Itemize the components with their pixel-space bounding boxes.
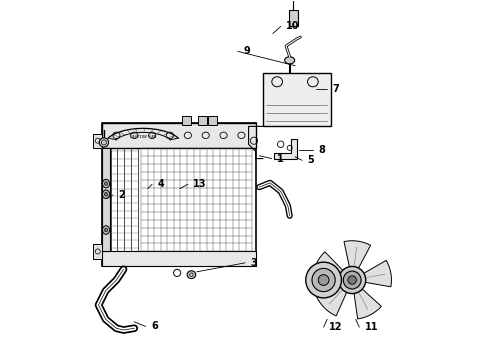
Ellipse shape	[306, 262, 342, 298]
Ellipse shape	[104, 193, 107, 196]
Text: 8: 8	[318, 145, 325, 156]
Text: 6: 6	[151, 321, 158, 332]
Text: 13: 13	[193, 179, 207, 189]
Bar	[289, 10, 297, 26]
Ellipse shape	[102, 179, 110, 188]
Ellipse shape	[102, 226, 110, 234]
Ellipse shape	[348, 276, 356, 284]
Text: CAUTION FAN: CAUTION FAN	[130, 135, 156, 139]
Polygon shape	[313, 252, 343, 279]
Ellipse shape	[102, 190, 110, 199]
Bar	[263, 73, 331, 126]
Ellipse shape	[104, 228, 107, 232]
Bar	[102, 148, 110, 251]
Ellipse shape	[187, 271, 196, 279]
Bar	[197, 116, 207, 125]
Text: 5: 5	[308, 156, 314, 165]
Text: 3: 3	[250, 258, 257, 268]
Bar	[93, 134, 102, 148]
Bar	[102, 123, 256, 266]
Bar	[208, 116, 218, 125]
Text: 1: 1	[277, 154, 284, 163]
Bar	[93, 244, 102, 258]
Text: 7: 7	[333, 84, 339, 94]
Ellipse shape	[318, 275, 329, 285]
Ellipse shape	[339, 266, 366, 294]
Ellipse shape	[285, 57, 294, 64]
Polygon shape	[354, 289, 381, 319]
Polygon shape	[344, 241, 370, 268]
Text: 9: 9	[243, 46, 250, 57]
Ellipse shape	[99, 138, 109, 147]
Polygon shape	[364, 260, 392, 287]
Bar	[102, 251, 256, 266]
Ellipse shape	[343, 271, 361, 289]
Text: 2: 2	[118, 190, 125, 200]
Ellipse shape	[312, 269, 335, 292]
Bar	[182, 116, 191, 125]
Bar	[102, 123, 256, 148]
Polygon shape	[317, 286, 346, 316]
Ellipse shape	[104, 182, 107, 185]
Text: 12: 12	[329, 322, 343, 332]
Text: 4: 4	[157, 179, 164, 189]
Polygon shape	[273, 139, 297, 158]
Text: 10: 10	[286, 21, 299, 31]
Text: 11: 11	[365, 322, 378, 332]
